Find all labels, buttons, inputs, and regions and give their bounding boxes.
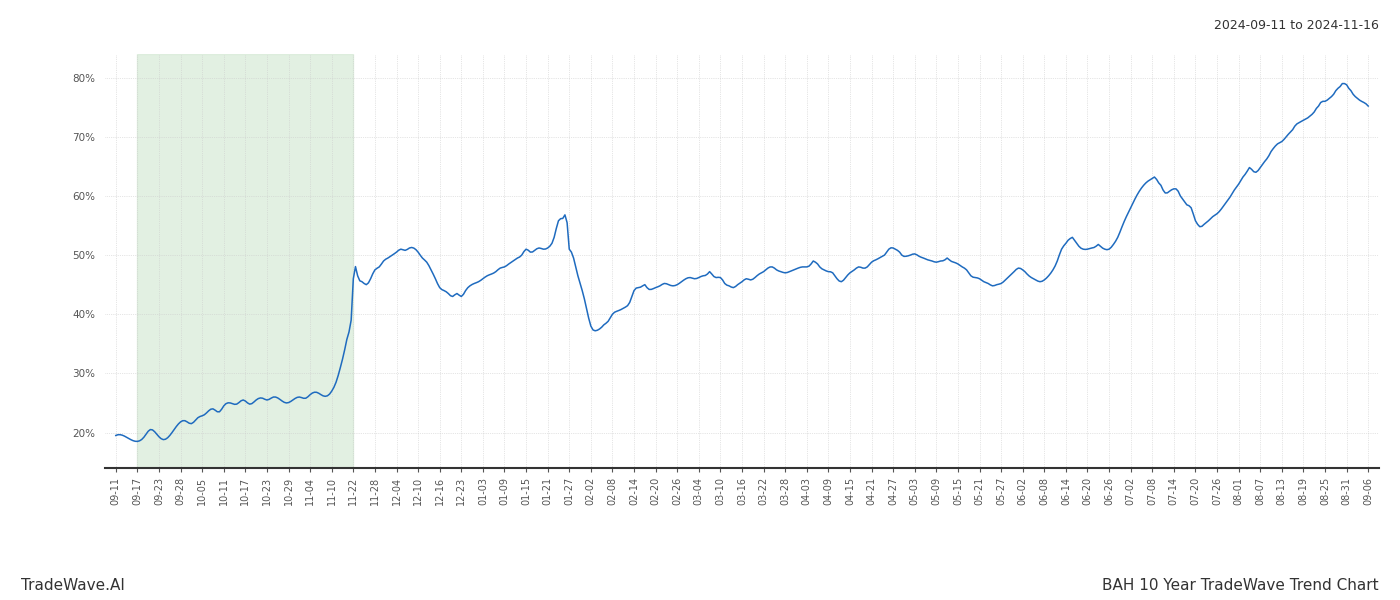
Text: BAH 10 Year TradeWave Trend Chart: BAH 10 Year TradeWave Trend Chart	[1102, 578, 1379, 593]
Text: 2024-09-11 to 2024-11-16: 2024-09-11 to 2024-11-16	[1214, 19, 1379, 32]
Bar	[137, 54, 353, 468]
Text: TradeWave.AI: TradeWave.AI	[21, 578, 125, 593]
